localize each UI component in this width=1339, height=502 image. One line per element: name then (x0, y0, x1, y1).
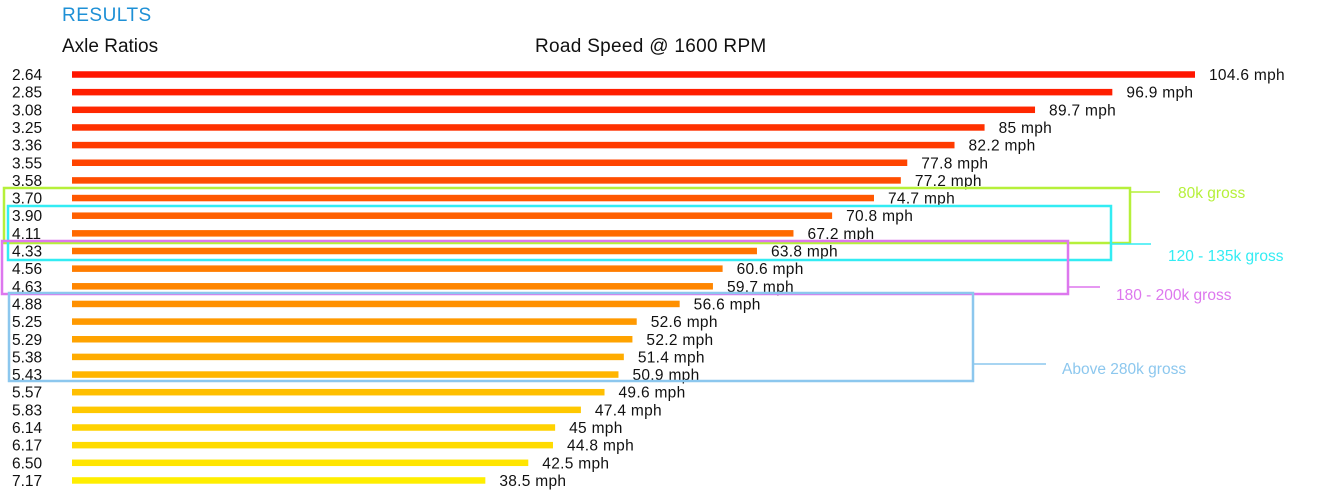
speed-bar (72, 247, 757, 255)
axle-ratio-label: 4.33 (12, 244, 42, 261)
axle-ratio-label: 4.88 (12, 296, 42, 313)
axle-ratio-label: 6.14 (12, 420, 43, 437)
speed-value-label: 104.6 mph (1209, 67, 1285, 84)
weight-band-label: 180 - 200k gross (1116, 287, 1232, 304)
speed-value-label: 77.2 mph (915, 173, 982, 190)
axle-ratio-label: 3.70 (12, 191, 43, 208)
axle-ratio-label: 5.57 (12, 385, 42, 402)
axle-ratio-label: 3.55 (12, 155, 42, 172)
speed-bar (72, 318, 637, 325)
speed-value-label: 52.2 mph (646, 332, 713, 349)
speed-value-label: 59.7 mph (727, 279, 794, 296)
speed-bar (72, 477, 486, 484)
speed-bar (72, 124, 985, 131)
speed-value-label: 51.4 mph (638, 349, 705, 366)
speed-value-label: 56.6 mph (694, 296, 761, 313)
axle-ratio-label: 3.08 (12, 102, 42, 119)
speed-bar (72, 459, 529, 467)
axle-ratio-label: 5.83 (12, 402, 42, 419)
speed-bar (72, 283, 713, 290)
axle-ratio-label: 5.29 (12, 332, 42, 349)
speed-bar (72, 230, 794, 237)
speed-value-label: 47.4 mph (595, 402, 662, 419)
speed-bar (72, 424, 556, 431)
speed-bar (72, 194, 874, 202)
weight-band-label: 80k gross (1178, 185, 1245, 202)
speed-bar (72, 265, 723, 272)
speed-value-label: 44.8 mph (567, 438, 634, 455)
axle-ratio-label: 4.63 (12, 279, 42, 296)
speed-bar (72, 88, 1113, 96)
speed-value-label: 77.8 mph (921, 155, 988, 172)
weight-band-box (6, 204, 1113, 262)
axle-ratio-label: 3.36 (12, 138, 42, 155)
speed-value-label: 70.8 mph (846, 208, 913, 225)
speed-bar (72, 406, 581, 414)
axle-ratio-label: 4.11 (12, 226, 41, 243)
axle-ratio-label: 5.38 (12, 349, 42, 366)
weight-band-box (2, 186, 1132, 245)
axle-ratio-label: 2.85 (12, 85, 42, 102)
speed-bar (72, 336, 633, 343)
speed-value-label: 49.6 mph (619, 385, 686, 402)
speed-bar (72, 300, 680, 308)
speed-value-label: 89.7 mph (1049, 102, 1116, 119)
speed-bar (72, 441, 553, 449)
speed-bar (72, 353, 624, 361)
speed-value-label: 67.2 mph (807, 226, 874, 243)
speed-bar (72, 212, 833, 219)
weight-band-label: Above 280k gross (1062, 361, 1186, 378)
speed-value-label: 85 mph (999, 120, 1053, 137)
bars-layer: 2.64 104.6 mph 2.85 96.9 mph 3.08 89.7 mph 3.2… (12, 67, 1285, 490)
weight-band-label: 120 - 135k gross (1168, 248, 1284, 265)
axle-ratio-label: 3.90 (12, 208, 43, 225)
axle-ratio-label: 3.58 (12, 173, 42, 190)
speed-value-label: 96.9 mph (1126, 85, 1193, 102)
speed-value-label: 42.5 mph (542, 455, 609, 472)
bands-layer: 80k gross 120 - 135k gross 180 - 200k gros… (0, 185, 1284, 383)
speed-value-label: 74.7 mph (888, 191, 955, 208)
axle-ratio-label: 6.50 (12, 455, 43, 472)
speed-bar (72, 141, 955, 149)
speed-bar (72, 177, 901, 184)
speed-value-label: 60.6 mph (737, 261, 804, 278)
speed-bar (72, 106, 1036, 114)
speed-value-label: 82.2 mph (969, 138, 1036, 155)
axle-ratio-label: 5.25 (12, 314, 42, 331)
speed-bar (72, 71, 1195, 78)
section-title: RESULTS (62, 5, 152, 26)
speed-bar (72, 388, 605, 396)
speed-value-label: 38.5 mph (499, 473, 566, 490)
speed-value-label: 52.6 mph (651, 314, 718, 331)
speed-bar (72, 159, 908, 166)
chart-title: Road Speed @ 1600 RPM (535, 36, 767, 57)
axle-ratio-label: 7.17 (12, 473, 42, 490)
axle-ratio-label: 4.56 (12, 261, 42, 278)
speed-value-label: 63.8 mph (771, 244, 838, 261)
speed-bar (72, 371, 619, 378)
weight-band-box (7, 291, 975, 383)
axle-ratio-label: 3.25 (12, 120, 42, 137)
axle-ratio-label: 2.64 (12, 67, 43, 84)
axle-ratio-label: 6.17 (12, 438, 42, 455)
axle-ratios-header: Axle Ratios (62, 36, 159, 57)
speed-value-label: 45 mph (569, 420, 623, 437)
